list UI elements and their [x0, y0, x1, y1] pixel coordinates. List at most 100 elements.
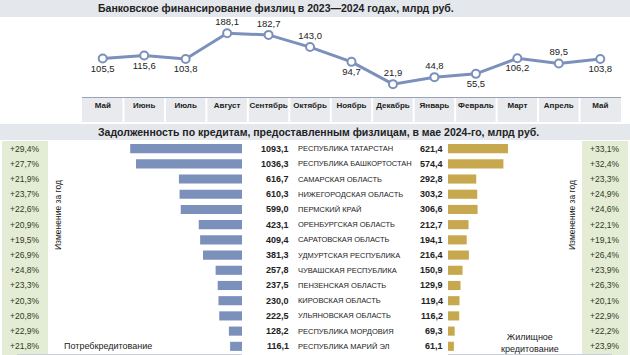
svg-text:303,2: 303,2	[420, 189, 443, 199]
svg-text:116,1: 116,1	[267, 341, 289, 351]
svg-text:Потребкредитование: Потребкредитование	[64, 341, 152, 351]
svg-text:КИРОВСКАЯ ОБЛАСТЬ: КИРОВСКАЯ ОБЛАСТЬ	[298, 296, 381, 305]
svg-text:610,3: 610,3	[266, 189, 289, 199]
svg-text:306,6: 306,6	[420, 204, 443, 214]
svg-text:+21,9%: +21,9%	[10, 174, 40, 184]
svg-text:103,8: 103,8	[588, 63, 612, 74]
svg-text:150,9: 150,9	[420, 265, 443, 275]
svg-text:+26,3%: +26,3%	[590, 280, 620, 290]
svg-text:222,5: 222,5	[266, 311, 289, 321]
svg-text:+24,6%: +24,6%	[590, 204, 620, 214]
svg-text:+26,4%: +26,4%	[590, 250, 620, 260]
svg-text:409,4: 409,4	[266, 235, 289, 245]
svg-text:61,1: 61,1	[425, 341, 443, 351]
svg-text:143,0: 143,0	[298, 30, 322, 41]
svg-text:188,1: 188,1	[215, 16, 239, 27]
svg-text:21,9: 21,9	[384, 67, 403, 78]
svg-text:105,5: 105,5	[91, 63, 115, 74]
svg-text:+22,6%: +22,6%	[10, 204, 40, 214]
svg-text:РЕСПУБЛИКА ТАТАРСТАН: РЕСПУБЛИКА ТАТАРСТАН	[298, 144, 393, 153]
svg-text:574,4: 574,4	[420, 159, 443, 169]
svg-text:212,7: 212,7	[420, 220, 443, 230]
svg-text:Октябрь: Октябрь	[293, 101, 327, 110]
svg-text:621,4: 621,4	[420, 144, 443, 154]
svg-text:381,3: 381,3	[266, 250, 289, 260]
svg-text:Июль: Июль	[174, 101, 196, 110]
svg-text:182,7: 182,7	[257, 18, 281, 29]
svg-text:Задолженность по кредитам, пре: Задолженность по кредитам, предоставленн…	[98, 126, 539, 138]
svg-text:РЕСПУБЛИКА БАШКОРТОСТАН: РЕСПУБЛИКА БАШКОРТОСТАН	[298, 159, 412, 168]
svg-text:ПЕНЗЕНСКАЯ ОБЛАСТЬ: ПЕНЗЕНСКАЯ ОБЛАСТЬ	[298, 281, 386, 290]
svg-text:Апрель: Апрель	[544, 101, 574, 110]
svg-text:Изменение за год: Изменение за год	[567, 180, 577, 250]
svg-text:+22,1%: +22,1%	[590, 220, 620, 230]
svg-text:Март: Март	[507, 101, 527, 110]
svg-text:УДМУРТСКАЯ РЕСПУБЛИКА: УДМУРТСКАЯ РЕСПУБЛИКА	[298, 251, 400, 260]
svg-text:1036,3: 1036,3	[261, 159, 289, 169]
svg-text:ПЕРМСКИЙ КРАЙ: ПЕРМСКИЙ КРАЙ	[298, 205, 361, 214]
svg-text:Изменение за год: Изменение за год	[53, 180, 63, 250]
svg-text:292,8: 292,8	[420, 174, 443, 184]
svg-text:РЕСПУБЛИКА МОРДОВИЯ: РЕСПУБЛИКА МОРДОВИЯ	[298, 327, 394, 336]
svg-text:116,2: 116,2	[421, 311, 443, 321]
svg-text:+22,2%: +22,2%	[590, 326, 620, 336]
svg-text:+19,5%: +19,5%	[10, 235, 40, 245]
svg-text:+24,8%: +24,8%	[10, 265, 40, 275]
svg-text:Август: Август	[214, 101, 241, 110]
svg-text:129,9: 129,9	[420, 280, 443, 290]
svg-text:616,7: 616,7	[266, 174, 289, 184]
svg-text:РЕСПУБЛИКА МАРИЙ ЭЛ: РЕСПУБЛИКА МАРИЙ ЭЛ	[298, 342, 390, 351]
svg-text:115,6: 115,6	[133, 60, 156, 71]
svg-text:423,1: 423,1	[266, 220, 289, 230]
svg-text:+33,1%: +33,1%	[590, 144, 620, 154]
svg-text:106,2: 106,2	[505, 62, 529, 73]
svg-text:УЛЬЯНОВСКАЯ ОБЛАСТЬ: УЛЬЯНОВСКАЯ ОБЛАСТЬ	[298, 311, 391, 320]
svg-text:+20,9%: +20,9%	[10, 220, 40, 230]
svg-text:94,7: 94,7	[342, 66, 361, 77]
svg-text:128,2: 128,2	[266, 326, 289, 336]
svg-text:САМАРСКАЯ ОБЛАСТЬ: САМАРСКАЯ ОБЛАСТЬ	[298, 175, 382, 184]
svg-text:Банковское финансирование физл: Банковское финансирование физлиц в 2023—…	[98, 2, 454, 14]
svg-text:+23,3%: +23,3%	[590, 174, 620, 184]
svg-text:+23,3%: +23,3%	[10, 280, 40, 290]
svg-text:Июнь: Июнь	[133, 101, 155, 110]
svg-text:+22,9%: +22,9%	[10, 326, 40, 336]
svg-text:ОРЕНБУРГСКАЯ ОБЛАСТЬ: ОРЕНБУРГСКАЯ ОБЛАСТЬ	[298, 220, 395, 229]
svg-text:САРАТОВСКАЯ ОБЛАСТЬ: САРАТОВСКАЯ ОБЛАСТЬ	[298, 235, 390, 244]
svg-text:Май: Май	[592, 101, 608, 110]
svg-text:+20,8%: +20,8%	[10, 311, 40, 321]
svg-text:+27,7%: +27,7%	[10, 159, 40, 169]
svg-text:Декабрь: Декабрь	[376, 101, 410, 110]
svg-text:237,5: 237,5	[266, 280, 289, 290]
svg-text:+23,7%: +23,7%	[10, 189, 40, 199]
svg-text:НИЖЕГОРОДСКАЯ ОБЛАСТЬ: НИЖЕГОРОДСКАЯ ОБЛАСТЬ	[298, 190, 403, 199]
svg-text:194,1: 194,1	[420, 235, 443, 245]
svg-text:+20,1%: +20,1%	[590, 296, 620, 306]
svg-text:+19,1%: +19,1%	[590, 235, 620, 245]
svg-text:Январь: Январь	[420, 101, 450, 110]
svg-text:89,5: 89,5	[550, 46, 569, 57]
svg-text:103,8: 103,8	[174, 63, 198, 74]
svg-text:+22,9%: +22,9%	[590, 311, 620, 321]
svg-text:1093,1: 1093,1	[261, 144, 289, 154]
svg-text:Жилищноекредитование: Жилищноекредитование	[501, 332, 559, 354]
svg-text:+26,9%: +26,9%	[10, 250, 40, 260]
svg-text:+20,3%: +20,3%	[10, 296, 40, 306]
svg-text:+23,9%: +23,9%	[590, 341, 620, 351]
svg-text:55,5: 55,5	[467, 78, 486, 89]
svg-text:216,4: 216,4	[420, 250, 443, 260]
svg-text:+21,8%: +21,8%	[10, 341, 40, 351]
svg-text:119,4: 119,4	[421, 296, 443, 306]
svg-text:599,0: 599,0	[266, 204, 289, 214]
svg-text:Ноябрь: Ноябрь	[337, 101, 367, 110]
svg-text:230,0: 230,0	[266, 296, 289, 306]
svg-text:257,8: 257,8	[266, 265, 289, 275]
svg-text:Февраль: Февраль	[458, 101, 494, 110]
svg-text:+23,9%: +23,9%	[590, 265, 620, 275]
svg-text:ЧУВАШСКАЯ РЕСПУБЛИКА: ЧУВАШСКАЯ РЕСПУБЛИКА	[298, 266, 397, 275]
svg-text:+32,4%: +32,4%	[590, 159, 620, 169]
svg-text:69,3: 69,3	[425, 326, 443, 336]
svg-text:+29,4%: +29,4%	[10, 144, 40, 154]
svg-text:44,8: 44,8	[425, 60, 444, 71]
svg-text:+24,9%: +24,9%	[590, 189, 620, 199]
